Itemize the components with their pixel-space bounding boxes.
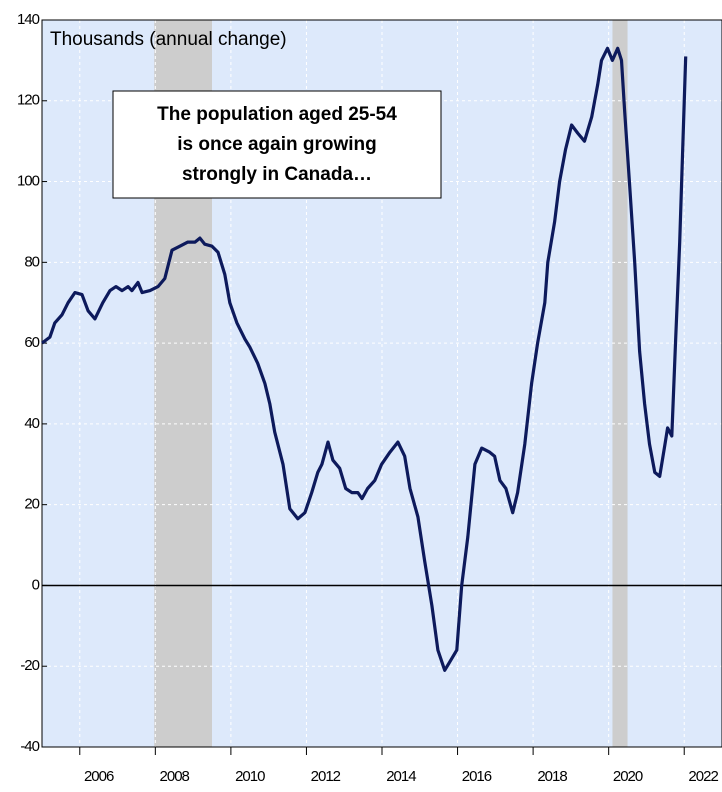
- y-tick-label: 80: [24, 253, 39, 270]
- y-tick-label: 100: [17, 173, 40, 190]
- y-tick-label: 40: [24, 415, 39, 432]
- recession-band: [612, 20, 628, 747]
- x-tick-label: 2006: [84, 768, 114, 785]
- annotation-box: [112, 90, 442, 199]
- y-tick-label: 60: [24, 334, 39, 351]
- x-tick-label: 2020: [613, 768, 643, 785]
- x-tick-label: 2022: [688, 768, 718, 785]
- y-tick-label: 140: [17, 11, 40, 28]
- x-tick-label: 2010: [235, 768, 265, 785]
- x-tick-label: 2018: [537, 768, 567, 785]
- annotation-text: strongly in Canada…: [182, 164, 372, 185]
- annotation-text: The population aged 25-54: [157, 104, 397, 125]
- x-tick-label: 2012: [311, 768, 341, 785]
- y-axis-label: Thousands (annual change): [50, 29, 287, 50]
- data-line: [41, 46, 688, 672]
- y-tick-label: 20: [24, 496, 39, 513]
- x-tick-label: 2008: [160, 768, 190, 785]
- y-tick-label: -40: [20, 738, 39, 755]
- y-tick-label: 0: [32, 576, 40, 593]
- x-tick-label: 2014: [386, 768, 416, 785]
- plot-frame: [41, 19, 722, 748]
- y-tick-label: -20: [20, 657, 39, 674]
- annotation-text: is once again growing: [177, 134, 377, 155]
- x-tick-label: 2016: [462, 768, 492, 785]
- y-tick-label: 120: [17, 92, 40, 109]
